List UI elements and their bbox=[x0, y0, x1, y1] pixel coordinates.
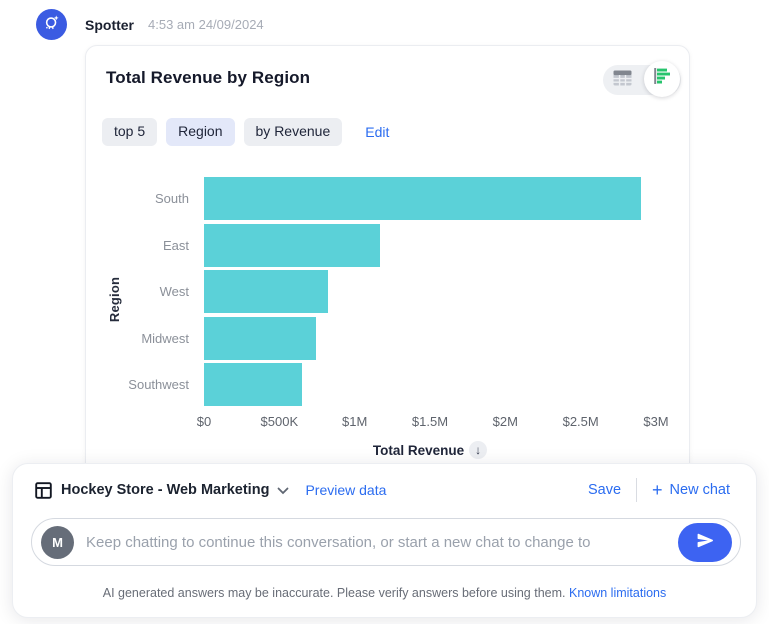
disclaimer-text: AI generated answers may be inaccurate. … bbox=[102, 586, 566, 600]
send-button[interactable] bbox=[678, 522, 732, 562]
x-tick-label: $0 bbox=[196, 414, 212, 429]
preview-data-link[interactable]: Preview data bbox=[305, 482, 387, 498]
bar-west[interactable] bbox=[204, 270, 328, 313]
chart-rows: South East West Midwest Southwest bbox=[106, 177, 671, 406]
category-label: East bbox=[162, 237, 189, 253]
chat-input-container: M bbox=[31, 518, 741, 566]
bar-row: South bbox=[106, 177, 671, 220]
bar-row: East bbox=[106, 223, 671, 267]
chat-input[interactable] bbox=[86, 533, 678, 551]
ai-disclaimer: AI generated answers may be inaccurate. … bbox=[13, 586, 756, 600]
message-header: Spotter 4:53 am 24/09/2024 bbox=[36, 9, 264, 40]
chevron-down-icon[interactable] bbox=[277, 487, 289, 495]
spotter-avatar bbox=[36, 9, 67, 40]
bar-row: Southwest bbox=[106, 363, 671, 406]
save-button[interactable]: Save bbox=[587, 482, 622, 498]
message-timestamp: 4:53 am 24/09/2024 bbox=[148, 17, 264, 32]
bar-south[interactable] bbox=[204, 177, 641, 220]
bar-track bbox=[204, 223, 671, 267]
bar-chart-icon bbox=[653, 67, 671, 90]
chart-view-button[interactable] bbox=[644, 60, 680, 97]
token-by-revenue[interactable]: by Revenue bbox=[243, 118, 343, 146]
chat-dock: Hockey Store - Web Marketing Preview dat… bbox=[12, 463, 757, 618]
table-view-button[interactable] bbox=[603, 65, 642, 95]
category-label: West bbox=[159, 284, 189, 299]
answer-card: Total Revenue by Region bbox=[85, 45, 690, 475]
new-chat-label: New chat bbox=[669, 482, 730, 498]
bar-row: West bbox=[106, 270, 671, 313]
bar-chart: Region South East West Midwest Southwest $0 $… bbox=[106, 177, 671, 459]
dock-toolbar: Hockey Store - Web Marketing Preview dat… bbox=[13, 464, 756, 502]
query-token-row: top 5 Region by Revenue Edit bbox=[102, 118, 689, 146]
chart-xticks: $0 $500K $1M $1.5M $2M $2.5M $3M bbox=[197, 414, 671, 430]
bar-track bbox=[204, 270, 671, 313]
known-limitations-link[interactable]: Known limitations bbox=[568, 586, 667, 600]
send-plane-icon bbox=[696, 531, 715, 553]
plus-icon: + bbox=[652, 480, 663, 500]
view-toggle bbox=[603, 60, 681, 97]
lightbulb-sparkle-icon bbox=[42, 13, 61, 37]
bar-midwest[interactable] bbox=[204, 316, 317, 360]
x-tick-label: $2M bbox=[492, 414, 518, 429]
x-tick-label: $1M bbox=[342, 414, 368, 429]
card-header: Total Revenue by Region bbox=[86, 46, 689, 97]
x-tick-label: $2.5M bbox=[562, 414, 599, 429]
divider bbox=[636, 478, 638, 502]
bar-row: Midwest bbox=[106, 316, 671, 360]
token-top5[interactable]: top 5 bbox=[102, 118, 158, 146]
token-region[interactable]: Region bbox=[166, 118, 235, 146]
bot-name: Spotter bbox=[85, 16, 134, 33]
category-label: South bbox=[155, 191, 189, 206]
datasource-table-icon bbox=[35, 481, 52, 499]
x-axis-label: Total Revenue ↓ bbox=[204, 441, 656, 459]
sort-descending-icon[interactable]: ↓ bbox=[469, 441, 488, 459]
bar-track bbox=[204, 177, 671, 220]
x-tick-label: $3M bbox=[643, 414, 669, 429]
bar-track bbox=[204, 363, 671, 406]
category-label: Midwest bbox=[141, 330, 189, 346]
x-axis-label-text: Total Revenue bbox=[372, 442, 465, 458]
x-tick-label: $1.5M bbox=[411, 414, 449, 429]
category-label: Southwest bbox=[128, 377, 189, 392]
bar-southwest[interactable] bbox=[204, 363, 302, 406]
y-axis-label: Region bbox=[107, 276, 123, 323]
bar-track bbox=[204, 316, 671, 360]
datasource-name[interactable]: Hockey Store - Web Marketing bbox=[61, 482, 270, 498]
edit-query-link[interactable]: Edit bbox=[365, 124, 390, 140]
table-view-icon bbox=[613, 70, 632, 91]
x-tick-label: $500K bbox=[260, 414, 299, 429]
user-initial: M bbox=[52, 534, 63, 550]
new-chat-button[interactable]: + New chat bbox=[652, 480, 730, 500]
chart-title: Total Revenue by Region bbox=[106, 68, 311, 87]
user-avatar: M bbox=[41, 525, 74, 559]
dock-actions: Save + New chat bbox=[588, 478, 730, 502]
bar-east[interactable] bbox=[204, 223, 381, 267]
